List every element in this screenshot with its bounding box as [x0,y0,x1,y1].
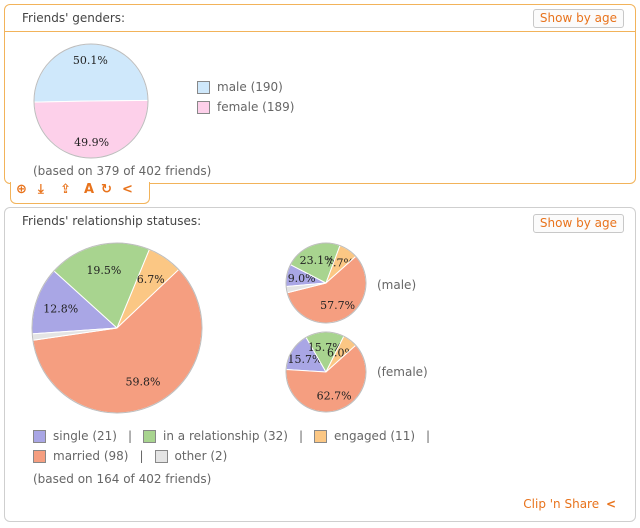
legend-swatch-male [197,80,210,94]
legend-swatch-other [154,449,168,463]
genders-panel: Friends' genders: Show by age 50.1% 49.9%… [4,4,636,184]
male-pie-title: (male) [377,278,417,292]
pie-label-in-a-relationship: 19.5% [86,264,121,277]
relationships-title: Friends' relationship statuses: [22,214,202,228]
relationships-panel: Friends' relationship statuses: Show by … [4,207,636,522]
pie-outline [31,242,203,414]
pie-outline [285,331,367,413]
pie-label-single: 12.8% [43,303,78,316]
share-icon[interactable]: < [122,182,133,197]
genders-pie-chart: 50.1% 49.9% [33,43,149,159]
genders-header: Friends' genders: Show by age [5,5,635,32]
legend-separator: | [298,429,303,443]
pie-label-married: 59.8% [125,376,160,389]
pie-label-female: 49.9% [74,136,109,149]
legend-row-1: single (21) | in a relationship (32) | e… [33,429,441,443]
pie-slice-female [33,99,149,159]
pie-label-male: 50.1% [73,54,108,67]
share-icon: < [605,497,616,511]
legend-swatch-married [33,449,46,463]
legend-label-married: married (98) [53,449,129,463]
legend-label-female: female (189) [217,100,295,114]
genders-title: Friends' genders: [22,11,126,25]
genders-show-by-age-button[interactable]: Show by age [532,9,624,28]
genders-footnote: (based on 379 of 402 friends) [33,164,212,178]
clip-n-share-label: Clip 'n Share [523,497,600,511]
clip-n-share-link[interactable]: Clip 'n Share < [523,497,616,511]
refresh-icon[interactable]: ↻ [101,182,112,197]
font-icon[interactable]: A [84,182,95,197]
legend-label-engaged: engaged (11) [333,429,416,443]
share-out-icon[interactable]: ⇪ [60,182,71,197]
legend-item-female: female (189) [197,100,294,114]
pie-label-in-a-relationship: 23.1% [300,254,335,267]
download-icon[interactable]: ⤓ [38,182,44,197]
legend-separator: | [127,429,133,443]
pie-outline [285,242,367,324]
legend-label-in-relationship: in a relationship (32) [163,429,288,443]
legend-swatch-female [197,100,210,114]
legend-item-male: male (190) [197,80,283,94]
pie-label-engaged: 6.7% [137,273,165,286]
relationships-footnote: (based on 164 of 402 friends) [33,472,212,486]
genders-toolbar [10,182,150,204]
female-pie-title: (female) [377,365,428,379]
pie-outline [33,43,149,159]
legend-row-2: married (98) | other (2) [33,449,227,463]
male-pie-chart: 9.0%23.1%7.7%57.7% [285,242,367,324]
pie-label-single: 9.0% [288,272,316,285]
legend-separator: | [426,429,431,443]
relationships-header: Friends' relationship statuses: Show by … [5,208,635,235]
legend-swatch-engaged [313,429,327,443]
pie-slice-male [33,43,149,103]
female-pie-chart: 15.7%15.7%6.0%62.7% [285,331,367,413]
legend-label-male: male (190) [217,80,283,94]
legend-swatch-single [33,429,46,443]
pie-label-married: 62.7% [317,389,352,402]
relationships-pie-chart: 12.8% 19.5% 6.7% 59.8% [31,242,203,414]
search-plus-icon[interactable]: ⊕ [16,182,27,197]
legend-label-single: single (21) [53,429,117,443]
relationships-show-by-age-button[interactable]: Show by age [532,214,624,233]
pie-label-married: 57.7% [320,299,355,312]
pie-label-in-a-relationship: 15.7% [308,341,343,354]
pie-label-single: 15.7% [287,353,322,366]
legend-swatch-in-relationship [143,429,157,443]
legend-label-other: other (2) [174,449,228,463]
legend-separator: | [139,449,144,463]
